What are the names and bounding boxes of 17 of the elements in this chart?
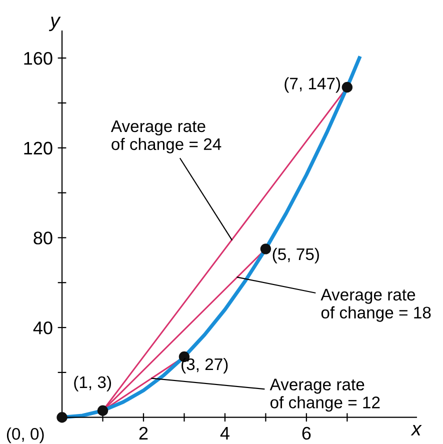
annotation: (3, 27) bbox=[182, 358, 228, 374]
x-tick-label: 6 bbox=[302, 426, 311, 440]
annotation: (5, 75) bbox=[272, 248, 319, 264]
y-tick-label: 40 bbox=[33, 321, 52, 334]
x-axis-title: x bbox=[410, 425, 422, 436]
annotation: Average rate of change = 18 bbox=[320, 288, 431, 322]
y-tick-label: 160 bbox=[24, 52, 52, 65]
x-tick-label: 2 bbox=[139, 426, 148, 440]
y-tick-label: 80 bbox=[34, 232, 52, 244]
annotation: (7, 147) bbox=[284, 77, 340, 93]
annotation: Average rate of change = 12 bbox=[270, 378, 380, 412]
annotation: (1, 3) bbox=[74, 376, 111, 392]
annotation: Average rate of change = 24 bbox=[110, 120, 222, 154]
y-tick-label: 120 bbox=[24, 142, 52, 155]
y-axis-title: y bbox=[48, 16, 61, 32]
x-tick-label: 4 bbox=[220, 427, 230, 440]
annotation: (0, 0) bbox=[6, 428, 44, 444]
